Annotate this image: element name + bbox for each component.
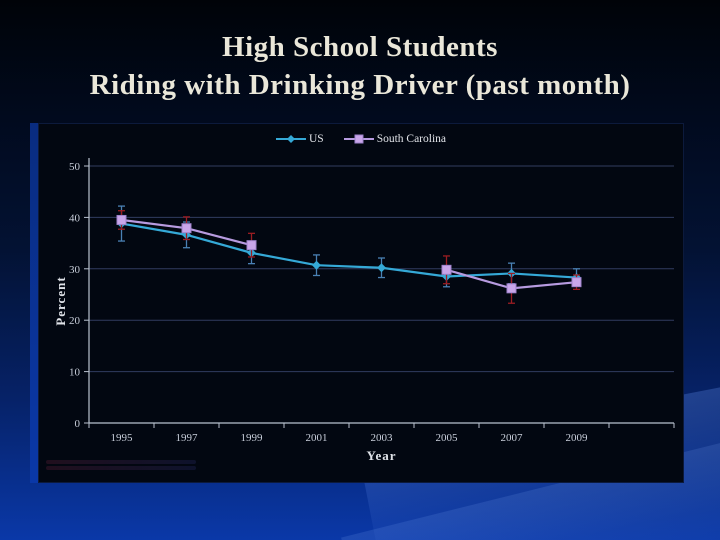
slide-title-line2: Riding with Drinking Driver (past month) <box>89 69 631 101</box>
svg-text:1999: 1999 <box>241 432 264 444</box>
svg-text:2007: 2007 <box>501 432 524 444</box>
legend-label-south-carolina: South Carolina <box>376 133 447 145</box>
svg-text:50: 50 <box>69 161 81 173</box>
svg-text:2001: 2001 <box>306 432 328 444</box>
svg-text:30: 30 <box>69 264 81 276</box>
svg-text:40: 40 <box>69 212 81 224</box>
legend-item-south-carolina: South Carolina <box>343 133 447 145</box>
svg-text:20: 20 <box>69 315 81 327</box>
x-axis-title: Year <box>366 448 397 463</box>
svg-text:0: 0 <box>75 418 81 430</box>
svg-text:2003: 2003 <box>371 432 394 444</box>
sc-line-square-marker-icon <box>343 134 374 144</box>
chart-legend: US South Carolina <box>275 133 447 145</box>
svg-text:10: 10 <box>69 367 81 379</box>
svg-text:2009: 2009 <box>566 432 589 444</box>
slide-title: High School Students Riding with Drinkin… <box>0 28 720 104</box>
us-line-diamond-marker-icon <box>275 135 306 143</box>
plot-area: 0 10 20 30 40 50 1995 1997 1999 2001 2003 2005 2007 2… <box>69 158 675 444</box>
svg-text:2005: 2005 <box>436 432 459 444</box>
svg-text:1997: 1997 <box>176 432 199 444</box>
legend-label-us: US <box>308 133 324 145</box>
source-note-illegible <box>46 458 196 472</box>
y-axis-title: Percent <box>53 276 68 326</box>
chart-left-accent-bar <box>30 123 38 483</box>
legend-item-us: US <box>275 133 324 145</box>
svg-text:1995: 1995 <box>111 432 134 444</box>
line-chart: US South Carolina 0 10 20 30 40 50 1995 1997 199… <box>38 123 684 483</box>
slide-title-line1: High School Students <box>222 31 498 63</box>
